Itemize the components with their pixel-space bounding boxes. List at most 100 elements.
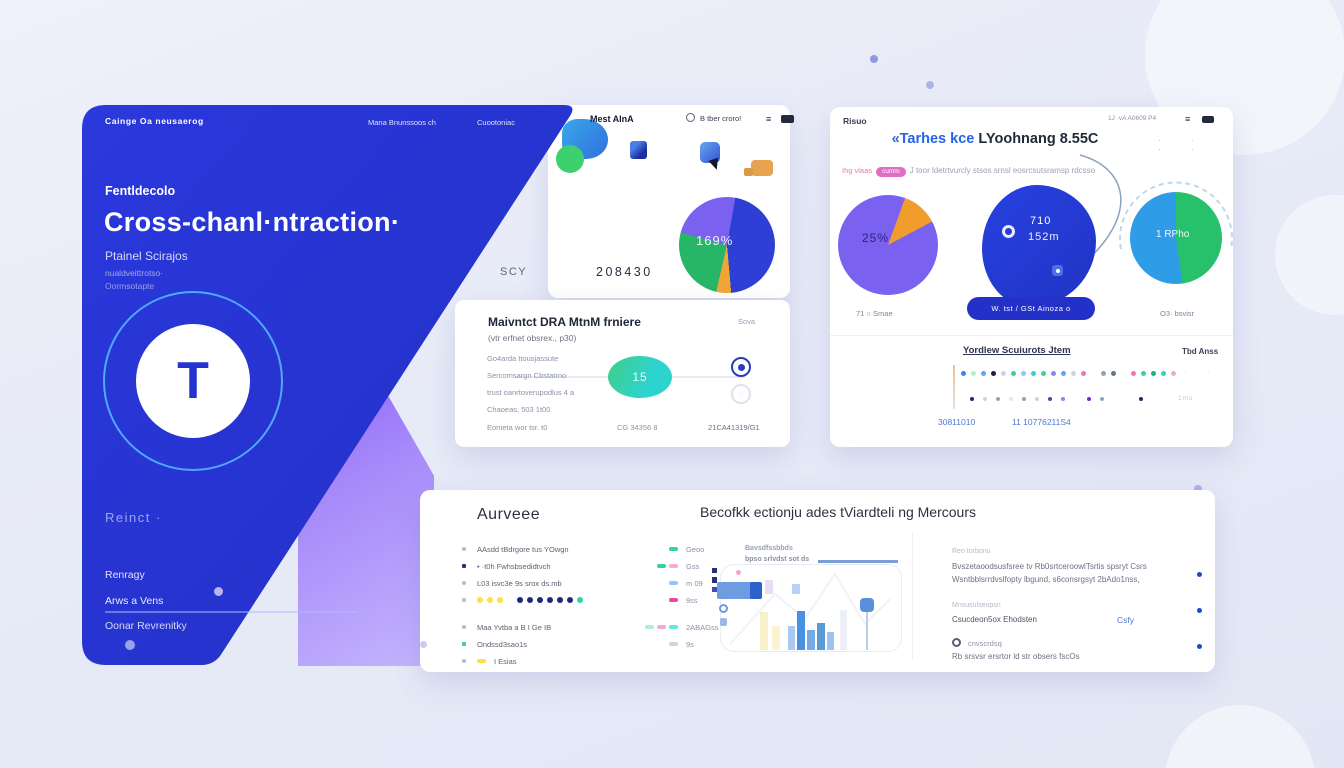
hero-brand-logo[interactable]: Cainge Oa neusaerog	[105, 116, 204, 126]
legend-row[interactable]: AAsdd tBdrgore tus YOwgn Geoo	[462, 542, 720, 556]
decor-dot	[926, 81, 934, 89]
decor-blob-green	[556, 145, 584, 173]
legend-row[interactable]: L03 isvc3e 9s srox ds.mb m 09	[462, 576, 720, 590]
color-dot	[1048, 397, 1052, 401]
battery-icon	[1202, 116, 1214, 123]
statusbar-text: 1J ·vA A0609 P4	[1108, 115, 1157, 122]
right-paragraph-line-2: Wsntbblsrrdvslfopty lbgund, s6consrgsyt …	[952, 575, 1140, 584]
copy-link[interactable]: Csfy	[1117, 615, 1134, 625]
mid-card-corner-label[interactable]: Sova	[738, 317, 756, 326]
blue-blob-chart	[982, 185, 1096, 307]
primary-action-button[interactable]: W. tst / GSt Ainoza o	[967, 297, 1095, 320]
chart-bar	[797, 611, 805, 650]
chart-label-2: bpso srlvdst sot ds	[745, 556, 810, 563]
color-dot	[477, 597, 483, 603]
hero-nav-item-2[interactable]: Cuootoniac	[477, 118, 515, 127]
color-dot	[1035, 397, 1039, 401]
section-link[interactable]: Yordlew Scuiurots Jtem	[963, 345, 1071, 356]
gear-icon[interactable]	[686, 113, 695, 122]
legend-row[interactable]: I Esias	[462, 654, 720, 668]
chart-bar	[827, 632, 834, 650]
timeline-number-2[interactable]: 11 10776211S4	[1012, 417, 1071, 427]
side-marks-1: · · · ·	[1172, 369, 1215, 376]
legend-row[interactable]: Ondssd3sao1s 9s	[462, 637, 720, 651]
battery-icon	[781, 115, 794, 123]
legend-row[interactable]: 9ss	[462, 593, 720, 607]
hero-menu-item-2[interactable]: Arws a Vens	[105, 595, 164, 607]
color-dot	[983, 397, 987, 401]
mid-card-subtitle: (vtr erfnet obsrex., p30)	[488, 333, 577, 343]
hero-light-link[interactable]: Reinct ·	[105, 510, 162, 525]
hero-panel	[82, 105, 573, 665]
decor-dot	[125, 640, 135, 650]
color-dot	[1131, 371, 1136, 376]
tagline-row: Ihg vlaas cumm J toor ldetrtvurcly stsos s…	[842, 166, 1095, 177]
color-dot	[1051, 371, 1056, 376]
color-dot	[970, 397, 974, 401]
color-dot	[1151, 371, 1156, 376]
app-tile-icon-orange-small	[744, 168, 753, 176]
legend-row[interactable]: • ·t0h Fwhsbsedidtvch Gss	[462, 559, 720, 573]
color-dot	[477, 659, 486, 663]
legend-label: AAsdd tBdrgore tus YOwgn	[477, 544, 569, 554]
color-dot	[1111, 371, 1116, 376]
radio-selected-icon[interactable]	[731, 357, 751, 377]
hero-title: Cross-chanl·ntraction·	[104, 207, 401, 237]
pie-caption-right: O3· bsvisr	[1160, 309, 1195, 318]
title-rest: LYoohnang 8.55C	[974, 131, 1099, 147]
hero-nav-item-1[interactable]: Mana Bnunssoos ch	[368, 118, 436, 127]
decor-circle	[1275, 195, 1344, 315]
hero-menu-item-3[interactable]: Oonar Revrenitky	[105, 620, 187, 632]
bullet-icon	[462, 598, 466, 602]
color-dot	[669, 564, 678, 568]
right-card-title: «Tarhes kce LYoohnang 8.55C	[830, 131, 1160, 147]
color-dot	[1041, 371, 1046, 376]
legend-value: 9ss	[686, 595, 698, 605]
legend-label: I Esias	[494, 656, 517, 666]
color-dot	[1071, 371, 1076, 376]
color-dot	[971, 371, 976, 376]
legend-label: Ondssd3sao1s	[477, 639, 528, 649]
chart-faint-lines	[729, 572, 891, 645]
app-tile-icon-light-blue[interactable]	[700, 142, 720, 163]
right-line-2: Csucdeon5ox Ehodsten	[952, 615, 1037, 624]
tagline-text: J toor ldetrtvurcly stsos srnsl eosrcsut…	[909, 166, 1096, 175]
section-link-right[interactable]: Tbd Anss	[1182, 347, 1219, 356]
timeline-number-1[interactable]: 30811010	[938, 417, 976, 427]
right-row-3: cnvscrdsq	[968, 639, 1002, 648]
side-marks-2: · 1ms	[1172, 395, 1194, 402]
app-tile-icon-blue[interactable]	[630, 141, 647, 159]
legend-value: Gss	[686, 561, 700, 571]
bottom-mid-title: Becofkk ectionju ades tViardteli ng Merc…	[700, 504, 976, 520]
hero-menu-item-1[interactable]: Renragy	[105, 569, 145, 581]
color-dot	[996, 397, 1000, 401]
chart-mark	[719, 604, 728, 613]
color-dot	[669, 547, 678, 551]
mid-progress-card: Maivntct DRA MtnM frniere Sova (vtr erfn…	[455, 300, 790, 447]
hero-subtitle: Ptainel Scirajos	[105, 249, 188, 263]
color-dot	[577, 597, 583, 603]
legend-chips	[657, 564, 678, 568]
chart-marker-line	[866, 612, 868, 650]
axis-tick-line	[953, 365, 955, 409]
color-dot	[527, 597, 533, 603]
right-line-3: Rb srsvsr ersrtor ld str obsers fscOs	[952, 652, 1080, 661]
legend-row[interactable]: Maa Yvtba a B I Ge IB 2ABAGss	[462, 620, 720, 634]
chart-mark	[712, 587, 717, 592]
right-card-brand: Risuo	[843, 116, 867, 126]
color-dot	[537, 597, 543, 603]
donut-pie-chart	[679, 197, 775, 293]
hero-description-line-2: Oormsotapte	[105, 281, 155, 291]
radio-unselected-icon[interactable]: ◌	[731, 384, 751, 404]
hero-eyebrow: Fentldecolo	[105, 184, 176, 198]
hamburger-menu-icon[interactable]: ≡	[766, 114, 773, 124]
chart-mark	[792, 584, 800, 594]
app-tile-icon-orange[interactable]	[751, 160, 773, 176]
gear-icon[interactable]	[952, 638, 961, 647]
side-bullet	[1197, 608, 1202, 613]
hamburger-menu-icon[interactable]: ≡	[1185, 114, 1192, 124]
color-dot	[1100, 397, 1104, 401]
color-dot	[1031, 371, 1036, 376]
color-dot	[669, 625, 678, 629]
progress-bubble: 15	[608, 356, 672, 398]
